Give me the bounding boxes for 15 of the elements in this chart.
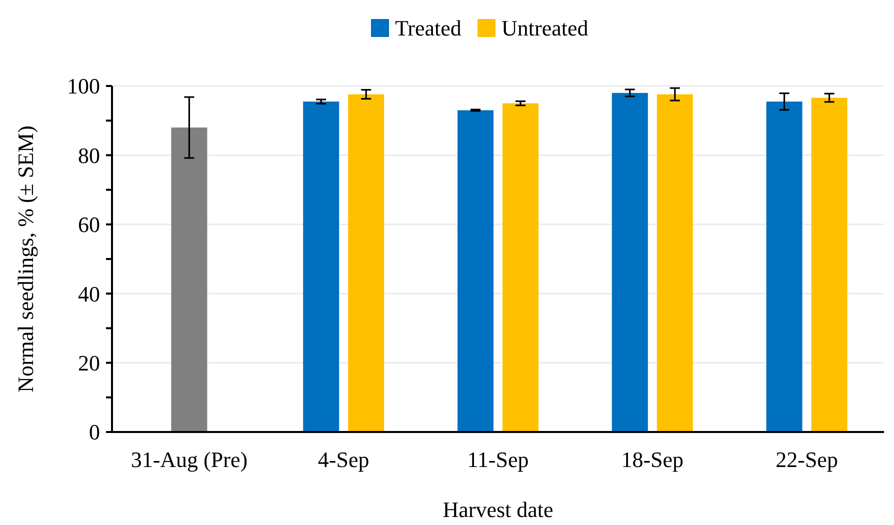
y-axis-title: Normal seedlings, % (± SEM)	[13, 126, 38, 392]
y-tick-label: 0	[89, 420, 100, 445]
x-tick-label: 11-Sep	[467, 447, 529, 472]
y-tick-label: 60	[78, 212, 100, 238]
y-tick-label: 40	[78, 281, 100, 306]
x-tick-label: 31-Aug (Pre)	[130, 447, 248, 472]
x-axis-title: Harvest date	[442, 497, 554, 522]
x-tick-label: 22-Sep	[776, 447, 838, 472]
legend-label: Untreated	[502, 16, 588, 41]
y-tick-label: 80	[78, 142, 100, 168]
y-tick-label: 20	[78, 350, 100, 376]
x-tick-label: 4-Sep	[318, 447, 370, 472]
x-tick-label: 18-Sep	[621, 447, 684, 472]
y-tick-label: 100	[67, 74, 100, 99]
legend-label: Treated	[395, 16, 462, 41]
